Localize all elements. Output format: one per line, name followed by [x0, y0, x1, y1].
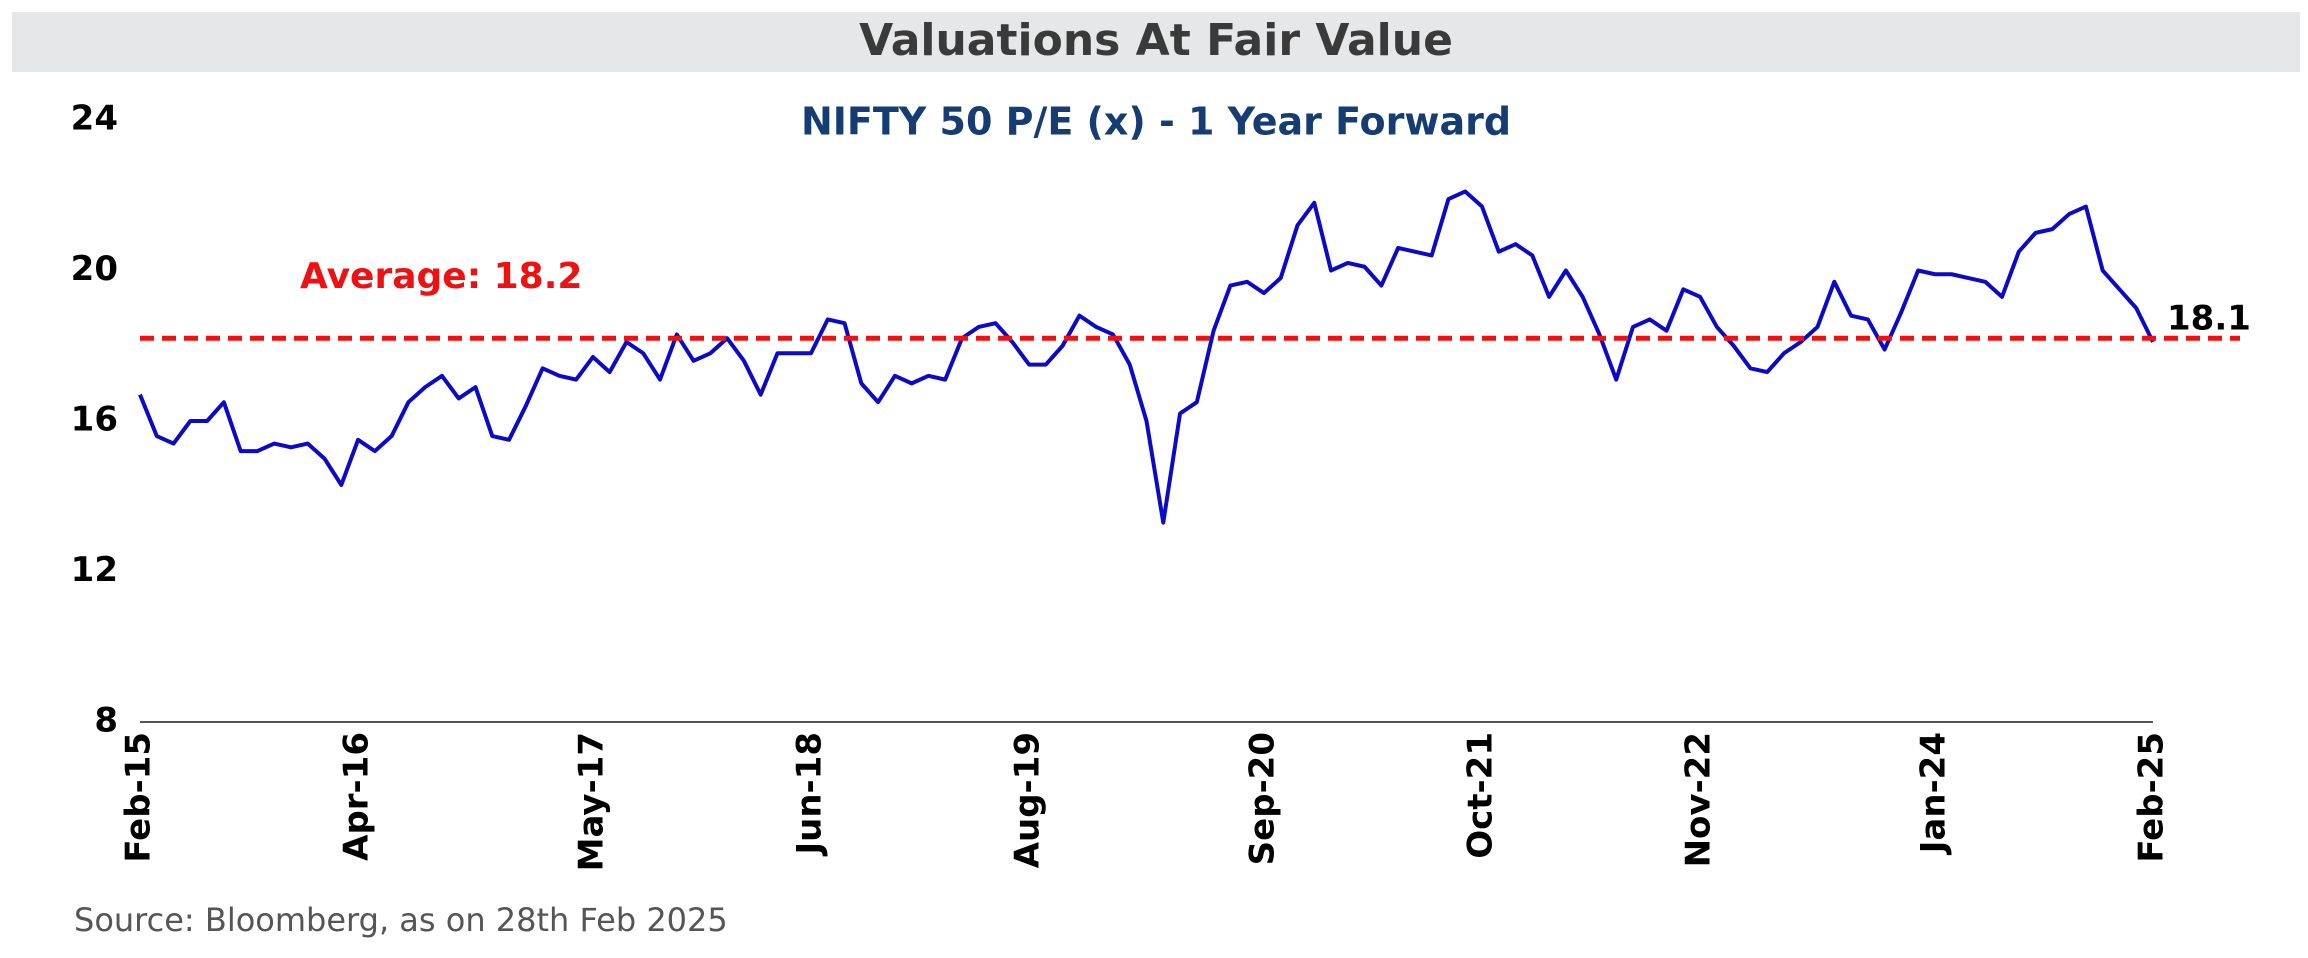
x-tick-label: Jun-18 — [790, 732, 830, 857]
series-line — [138, 189, 2155, 525]
end-value-label: 18.1 — [2167, 298, 2251, 338]
y-tick-label: 20 — [71, 249, 118, 289]
y-tick-label: 8 — [94, 701, 118, 741]
y-tick-label: 12 — [71, 550, 118, 590]
x-tick-label: May-17 — [571, 732, 611, 871]
average-label: Average: 18.2 — [300, 256, 582, 297]
x-tick-label: Feb-25 — [2132, 732, 2172, 863]
x-tick-label: Apr-16 — [337, 732, 377, 861]
x-tick-label: Nov-22 — [1679, 732, 1719, 867]
y-tick-label: 16 — [71, 400, 118, 440]
x-tick-label: Oct-21 — [1461, 732, 1501, 859]
x-tick-label: Feb-15 — [119, 732, 159, 863]
x-tick-label: Jan-24 — [1913, 732, 1953, 855]
y-tick-label: 24 — [71, 99, 118, 139]
header-band — [12, 12, 2300, 72]
chart-title: NIFTY 50 P/E (x) - 1 Year Forward — [801, 100, 1511, 144]
x-tick-label: Aug-19 — [1008, 732, 1048, 868]
x-tick-label: Sep-20 — [1242, 732, 1282, 865]
source-note: Source: Bloomberg, as on 28th Feb 2025 — [74, 901, 728, 939]
header: Valuations At Fair Value — [859, 15, 1453, 66]
